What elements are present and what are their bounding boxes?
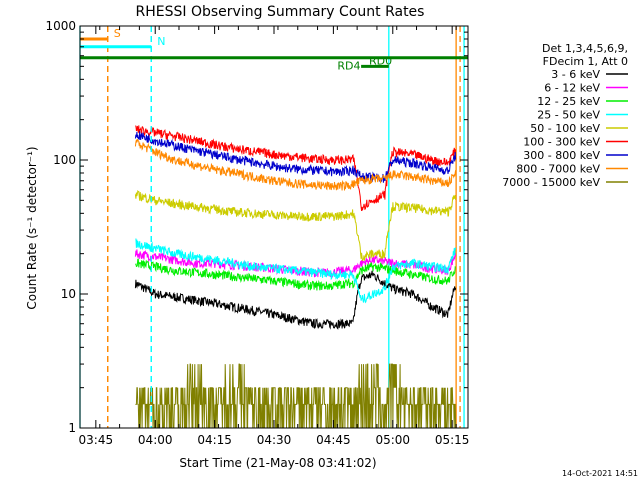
series-line-4 xyxy=(134,189,457,262)
legend-header-1: FDecim 1, Att 0 xyxy=(543,55,628,68)
x-tick-label-0: 03:45 xyxy=(79,433,114,447)
series-lines xyxy=(134,125,457,429)
legend-label-6: 300 - 800 keV xyxy=(523,149,600,162)
series-line-2 xyxy=(135,258,456,291)
y-axis-label: Count Rate (s⁻¹ detector⁻¹) xyxy=(25,146,39,309)
series-line-6 xyxy=(134,131,457,183)
x-axis-label: Start Time (21-May-08 03:41:02) xyxy=(179,456,376,470)
legend-label-3: 25 - 50 keV xyxy=(537,109,600,122)
series-line-7 xyxy=(134,139,457,191)
legend-label-7: 800 - 7000 keV xyxy=(516,163,600,176)
status-annotations: S N RD4 RD0 xyxy=(80,26,468,428)
legend-header-0: Det 1,3,4,5,6,9, xyxy=(542,42,628,55)
annotation-label-0: S xyxy=(114,27,121,40)
series-line-3 xyxy=(135,238,457,304)
annotation-label-3: RD0 xyxy=(369,54,392,67)
x-tick-label-3: 04:30 xyxy=(257,433,292,447)
legend: Det 1,3,4,5,6,9,FDecim 1, Att 03 - 6 keV… xyxy=(502,42,628,189)
legend-label-8: 7000 - 15000 keV xyxy=(502,176,600,189)
x-tick-label-1: 04:00 xyxy=(138,433,173,447)
chart-title: RHESSI Observing Summary Count Rates xyxy=(136,4,425,20)
y-tick-label-3: 1000 xyxy=(45,19,76,33)
annotation-label-2: RD4 xyxy=(337,60,360,73)
legend-label-0: 3 - 6 keV xyxy=(551,68,600,81)
timestamp: 14-Oct-2021 14:51 xyxy=(562,469,638,478)
series-line-5 xyxy=(135,125,457,211)
series-line-8 xyxy=(135,363,457,429)
plot-area xyxy=(80,26,468,428)
y-tick-label-2: 100 xyxy=(53,153,76,167)
annotation-label-1: N xyxy=(157,35,165,48)
x-tick-label-5: 05:00 xyxy=(375,433,410,447)
legend-label-4: 50 - 100 keV xyxy=(530,122,600,135)
legend-label-1: 6 - 12 keV xyxy=(544,82,600,95)
legend-label-2: 12 - 25 keV xyxy=(537,95,600,108)
series-line-0 xyxy=(134,270,457,330)
x-tick-label-6: 05:15 xyxy=(435,433,470,447)
plot-background xyxy=(80,26,468,428)
y-tick-label-1: 10 xyxy=(61,287,76,301)
y-tick-label-0: 1 xyxy=(68,421,76,435)
legend-label-5: 100 - 300 keV xyxy=(523,136,600,149)
x-tick-label-2: 04:15 xyxy=(197,433,232,447)
axes: 03:45 04:00 04:15 04:30 04:45 05:00 05:15 1 10 10… xyxy=(45,19,469,447)
x-tick-label-4: 04:45 xyxy=(316,433,351,447)
